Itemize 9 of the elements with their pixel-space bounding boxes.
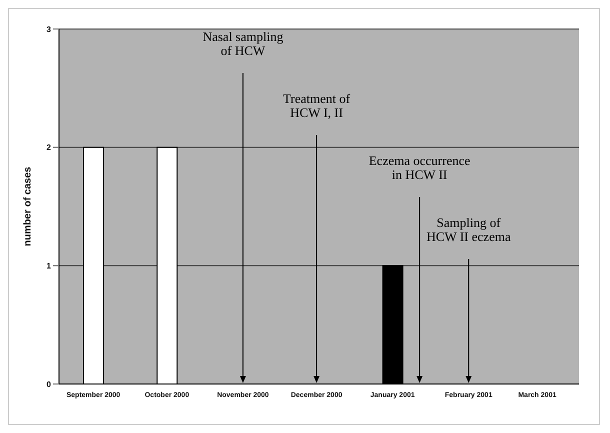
- y-tick-label: 0: [46, 380, 52, 389]
- y-tick-label: 3: [46, 24, 52, 34]
- y-tick-label: 2: [46, 143, 52, 152]
- y-tick-label: 1: [46, 262, 52, 271]
- ref-line-label: Nasal sampling of HCW: [202, 29, 284, 58]
- y-axis-title: number of cases: [22, 166, 34, 246]
- ref-line-label: Eczema occurrence in HCW II: [368, 153, 470, 182]
- ref-line-label: Treatment of HCW I, II: [283, 91, 351, 120]
- ref-line-label: Sampling of HCW II eczema: [426, 215, 511, 244]
